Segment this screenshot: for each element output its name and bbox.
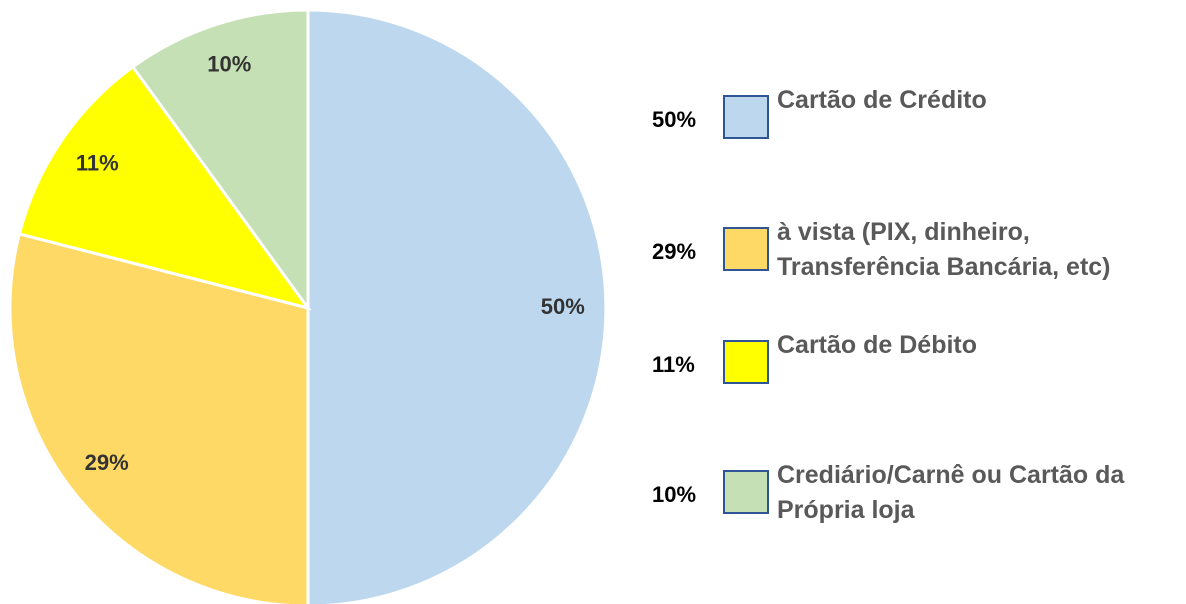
- legend-swatch: [723, 340, 769, 384]
- legend-swatch: [723, 470, 769, 514]
- legend-label: Cartão de Débito: [777, 331, 978, 359]
- legend-label: Crediário/Carnê ou Cartão da Própria loj…: [777, 461, 1125, 524]
- legend-value: 10%: [652, 482, 697, 507]
- slice-label: 11%: [76, 151, 119, 176]
- pie-slice: [17, 64, 312, 311]
- legend-value: 29%: [652, 239, 697, 264]
- legend-label: à vista (PIX, dinheiro, Transferência Ba…: [777, 218, 1111, 281]
- slice-label: 29%: [85, 450, 129, 475]
- slice-label: 10%: [207, 51, 251, 76]
- legend-swatch: [723, 227, 769, 271]
- slice-label: 50%: [541, 294, 585, 319]
- legend-swatch: [723, 95, 769, 139]
- pie-slice: [130, 8, 310, 313]
- pie-slice: [8, 232, 310, 604]
- legend-value: 50%: [652, 107, 697, 132]
- legend-label: Cartão de Crédito: [777, 86, 987, 114]
- pie-slice: [306, 8, 608, 604]
- legend-value: 11%: [652, 352, 695, 377]
